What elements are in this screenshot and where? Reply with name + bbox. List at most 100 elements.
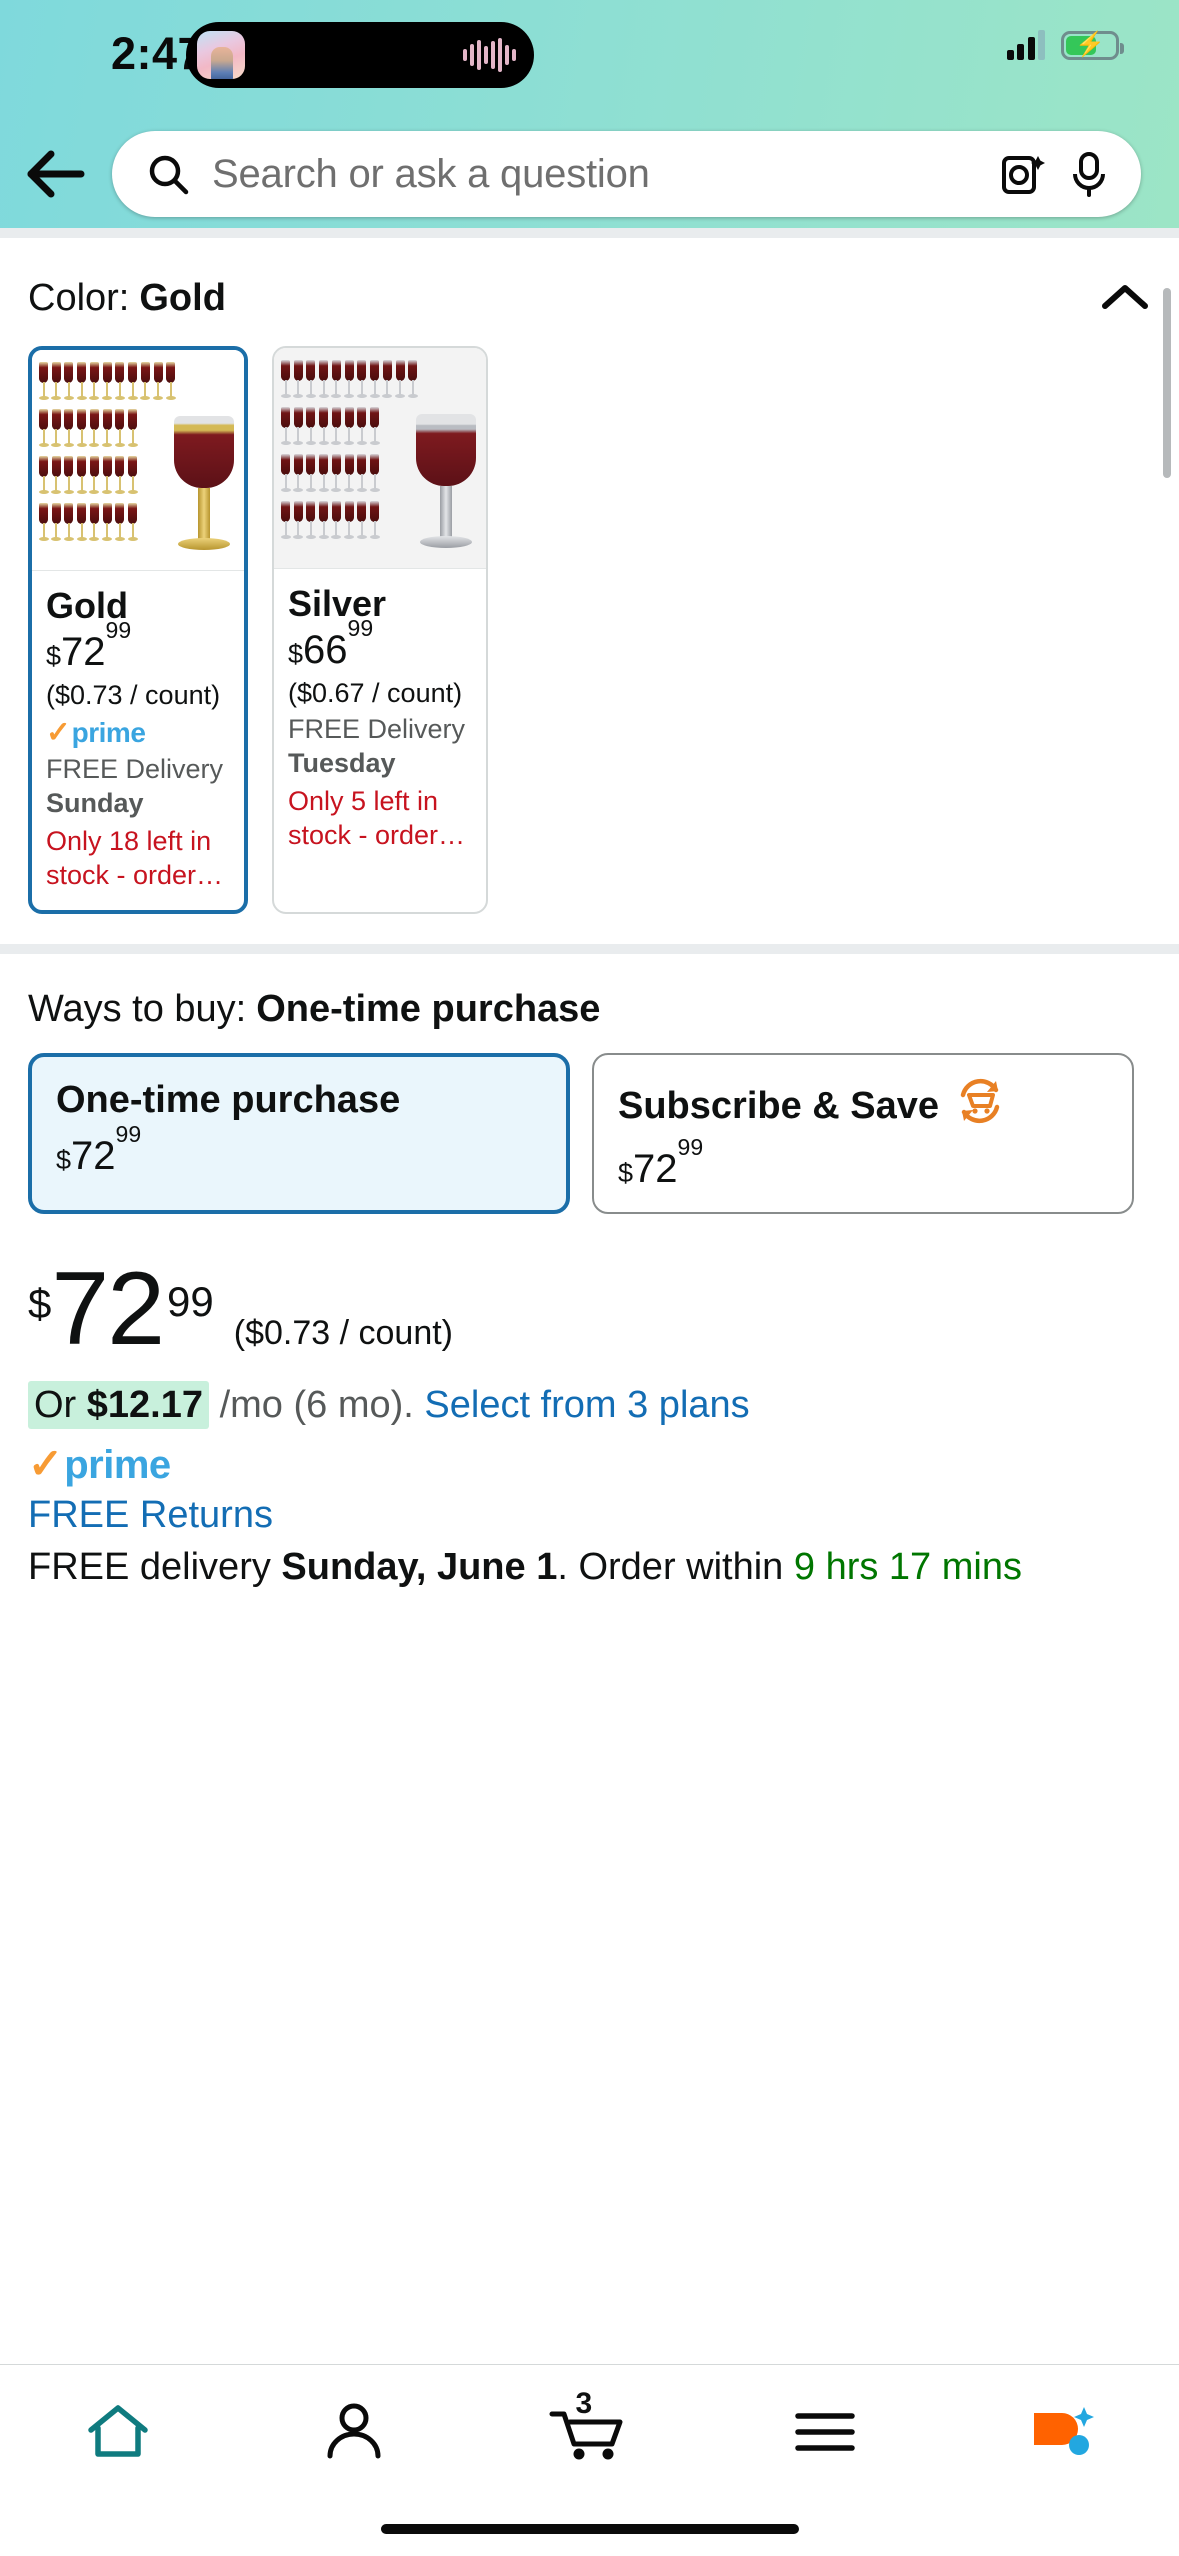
search-icon [146, 152, 190, 196]
main-price: $ 72 99 ($0.73 / count) [28, 1240, 1151, 1370]
color-label-text: Color: [28, 276, 130, 319]
swatch-prime-badge: ✓ prime [46, 717, 230, 749]
back-arrow-icon [27, 150, 85, 198]
swatch-delivery: FREE Delivery Sunday [46, 753, 230, 821]
prime-wordmark: prime [64, 1443, 171, 1488]
buy-option-price: $7299 [56, 1121, 542, 1179]
status-bar-indicators: ⚡ [1006, 30, 1124, 60]
microphone-icon[interactable] [1067, 150, 1111, 198]
hero-glass-art [414, 406, 478, 556]
buy-option-one-time-purchase[interactable]: One-time purchase $7299 [28, 1053, 570, 1215]
ways-to-buy-label-text: Ways to buy: [28, 988, 247, 1031]
buy-option-title-row: One-time purchase [56, 1079, 542, 1122]
buy-price-currency: $ [56, 1145, 72, 1176]
ways-to-buy-section: Ways to buy: One-time purchase One-time p… [0, 954, 1179, 1591]
glass-grid-art [38, 360, 178, 547]
swatch-delivery-day: Sunday [46, 788, 144, 819]
home-indicator [380, 2524, 799, 2534]
rufus-ai-icon [1022, 2401, 1100, 2468]
swatch-image-gold [32, 350, 244, 570]
swatch-price-frac: 99 [105, 617, 132, 644]
buy-price-int: 72 [71, 1134, 116, 1179]
swatch-price-int: 72 [61, 630, 106, 675]
chevron-up-icon[interactable] [1099, 272, 1151, 324]
home-icon [83, 2400, 153, 2469]
select-plans-link[interactable]: Select from 3 plans [424, 1384, 750, 1427]
buy-option-title: Subscribe & Save [618, 1084, 940, 1127]
battery-charging-icon: ⚡ [1061, 30, 1124, 60]
swatch-name: Silver [288, 583, 387, 624]
swatch-delivery: FREE Delivery Tuesday [288, 713, 472, 781]
swatch-unit-price: ($0.73 / count) [46, 680, 221, 711]
nav-item-cart[interactable]: 3 [509, 2387, 669, 2477]
buy-option-title: One-time purchase [56, 1079, 401, 1122]
swatch-price-currency: $ [288, 639, 304, 670]
installment-prefix: Or [34, 1384, 77, 1427]
status-bar: 2:47 ⚡ [0, 0, 1179, 120]
search-bar[interactable]: Search or ask a question [112, 131, 1141, 217]
swatch-unit-price: ($0.67 / count) [288, 678, 463, 709]
color-label: Color: Gold [28, 277, 226, 320]
nav-item-account[interactable] [274, 2391, 434, 2477]
swatch-stock-warning: Only 5 left in stock - order… [288, 785, 466, 850]
delivery-prefix: FREE delivery [28, 1546, 271, 1589]
search-input[interactable]: Search or ask a question [212, 151, 650, 196]
app-header: 2:47 ⚡ [0, 0, 1179, 228]
nav-item-menu[interactable] [745, 2391, 905, 2477]
swatch-delivery-prefix: FREE Delivery [46, 754, 224, 785]
buy-option-price: $7299 [618, 1134, 1108, 1192]
swatch-price-currency: $ [46, 641, 62, 672]
swatch-price-frac: 99 [347, 615, 374, 642]
subscribe-save-cart-icon [953, 1077, 1007, 1135]
section-divider [0, 944, 1179, 955]
installment-amount: $12.17 [86, 1384, 204, 1427]
swatch-info: Silver $6699 ($0.67 / count) FREE Delive… [274, 568, 486, 870]
shopping-cart-icon [546, 2400, 632, 2469]
search-header-row: Search or ask a question [0, 120, 1179, 228]
ways-to-buy-options: One-time purchase $7299 Subscribe & Save [28, 1053, 1151, 1240]
now-playing-artwork [197, 31, 245, 79]
main-price-unit: ($0.73 / count) [233, 1314, 454, 1353]
person-icon [321, 2400, 387, 2469]
color-section: Color: Gold [0, 238, 1179, 944]
ways-to-buy-label: Ways to buy: One-time purchase [28, 988, 600, 1031]
camera-lens-icon[interactable] [997, 150, 1045, 198]
buy-price-frac: 99 [677, 1134, 704, 1161]
prime-check-icon: ✓ [28, 1440, 64, 1488]
page-scrollbar[interactable] [1163, 288, 1171, 478]
color-swatch-list: Gold $7299 ($0.73 / count) ✓ prime FREE D… [28, 346, 1151, 944]
hamburger-menu-icon [790, 2404, 860, 2465]
cellular-signal-icon [1006, 30, 1045, 60]
buy-price-frac: 99 [115, 1121, 142, 1148]
installment-highlight: Or $12.17 [28, 1381, 210, 1430]
nav-item-home[interactable] [38, 2391, 198, 2477]
glass-grid-art [280, 358, 420, 545]
color-section-header[interactable]: Color: Gold [28, 238, 1151, 346]
swatch-info: Gold $7299 ($0.73 / count) ✓ prime FREE D… [32, 570, 244, 910]
swatch-price: $6699 [288, 617, 472, 673]
main-price-fraction: 99 [167, 1278, 214, 1326]
buy-price-int: 72 [633, 1147, 678, 1192]
swatch-price-int: 66 [303, 628, 348, 673]
ways-to-buy-header: Ways to buy: One-time purchase [28, 954, 1151, 1053]
swatch-price: $7299 [46, 619, 230, 675]
section-divider [0, 228, 1179, 238]
swatch-name: Gold [46, 585, 128, 626]
now-playing-waveform-icon [463, 38, 516, 72]
nav-item-rufus-assistant[interactable] [981, 2391, 1141, 2477]
swatch-delivery-prefix: FREE Delivery [288, 714, 466, 745]
color-swatch-gold[interactable]: Gold $7299 ($0.73 / count) ✓ prime FREE D… [28, 346, 248, 915]
color-swatch-silver[interactable]: Silver $6699 ($0.67 / count) FREE Delive… [272, 346, 488, 915]
installment-terms: /mo (6 mo). [219, 1384, 414, 1427]
free-returns-link[interactable]: FREE Returns [28, 1494, 273, 1537]
main-price-currency: $ [28, 1280, 52, 1328]
buy-option-title-row: Subscribe & Save [618, 1077, 1108, 1135]
buy-price-currency: $ [618, 1158, 634, 1189]
buy-option-subscribe-and-save[interactable]: Subscribe & Save [592, 1053, 1134, 1215]
swatch-stock-warning: Only 18 left in stock - order… [46, 825, 224, 890]
ways-to-buy-selected-value: One-time purchase [256, 988, 601, 1031]
back-button[interactable] [0, 148, 112, 200]
delivery-info: FREE delivery Sunday, June 1. Order with… [28, 1543, 1151, 1592]
dynamic-island[interactable] [186, 22, 534, 88]
